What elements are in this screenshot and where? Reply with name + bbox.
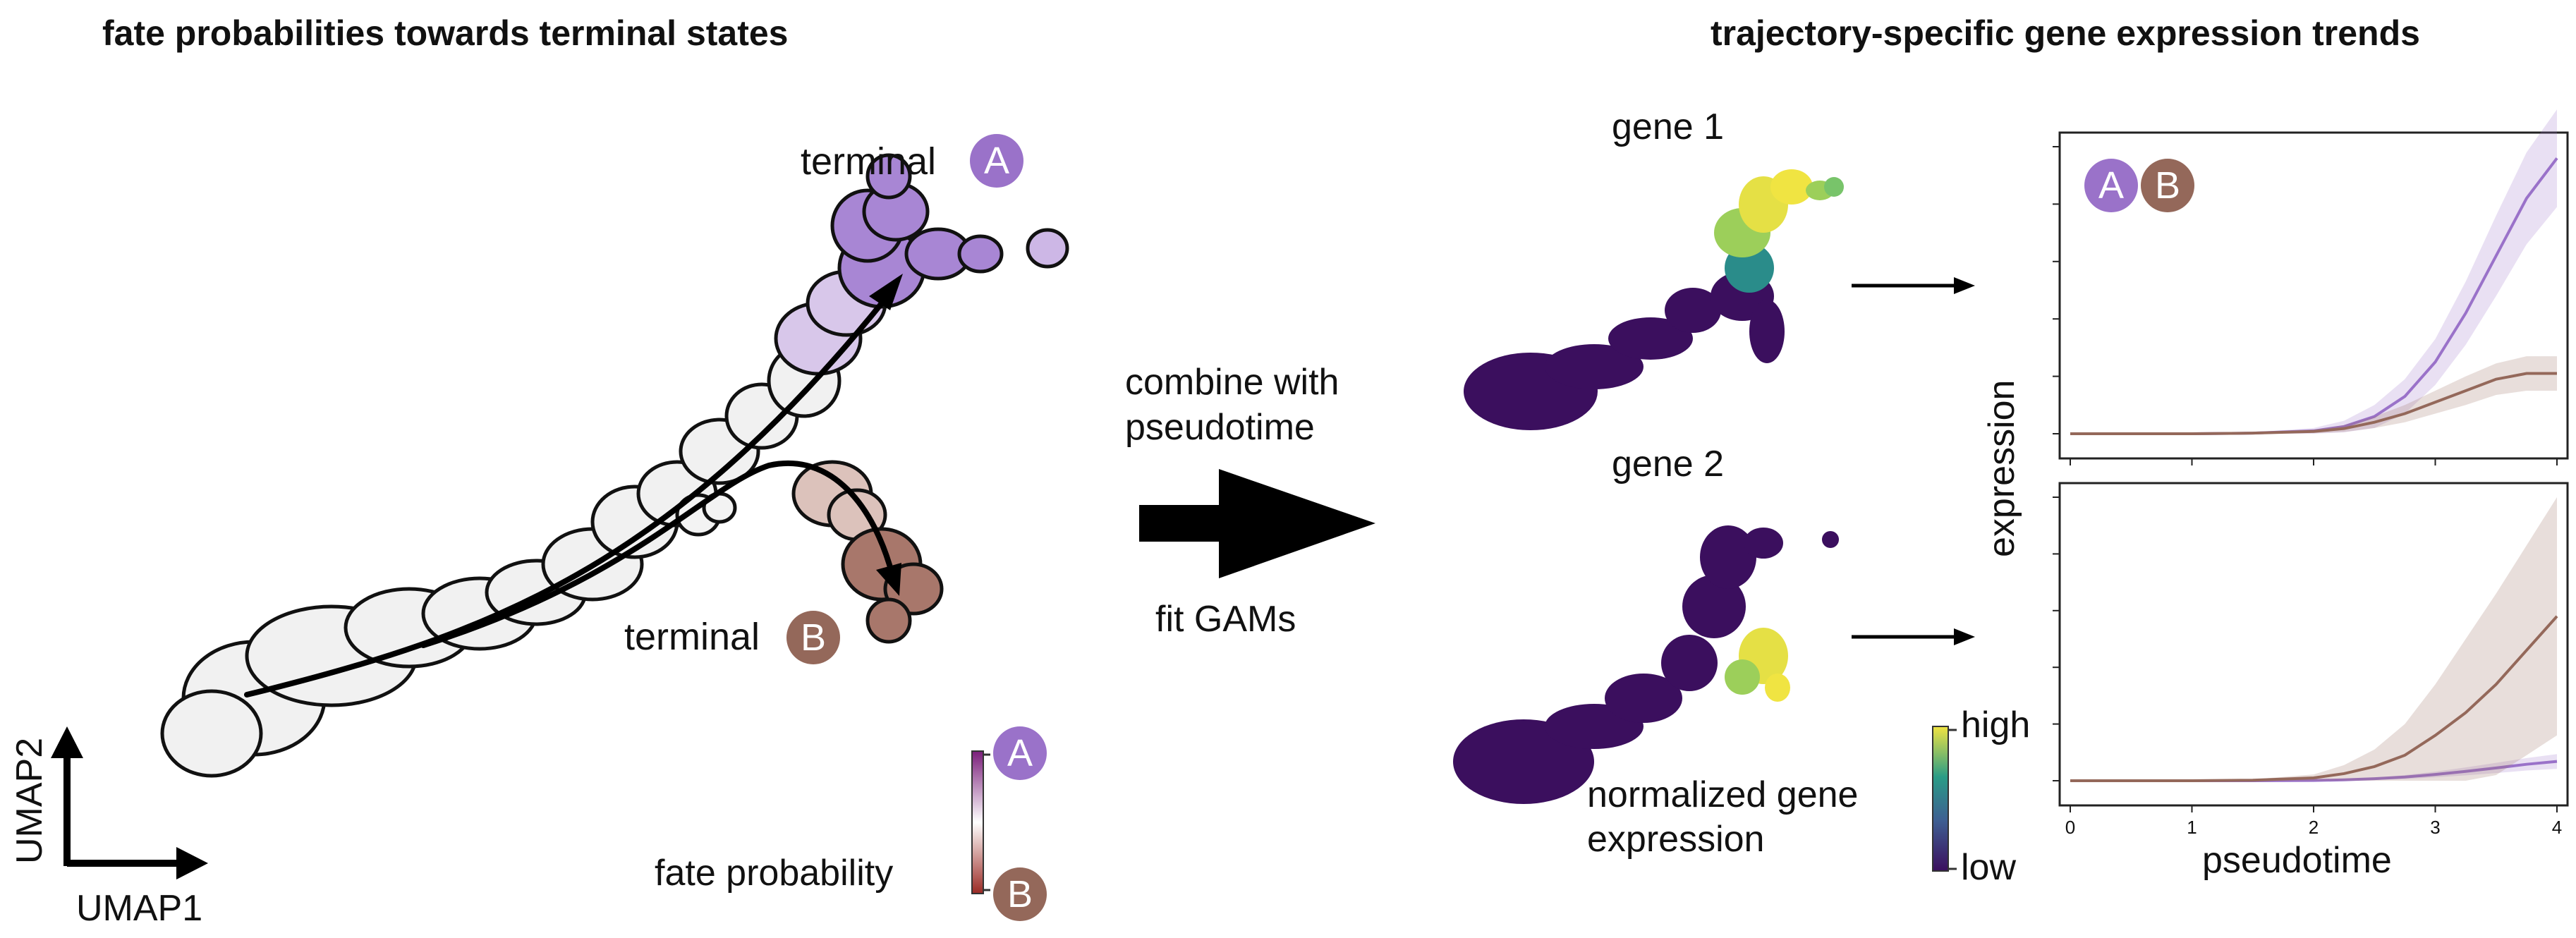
legend-b-badge: B xyxy=(2141,159,2194,212)
fate-probability-label: fate probability xyxy=(655,853,894,894)
trajectory-b-path xyxy=(420,460,895,648)
gene-colorbar xyxy=(1932,726,1949,872)
gene2-umap xyxy=(1453,525,1839,804)
confidence-band-B xyxy=(2070,356,2557,434)
trend-line-B xyxy=(2070,615,2558,782)
fit-gams-label: fit GAMs xyxy=(1155,599,1296,640)
umap-axes xyxy=(51,726,208,879)
trend-plot-bottom: 0 1 2 3 4 xyxy=(2053,482,2569,838)
trajectory-arrows xyxy=(244,300,895,698)
x-tick-label: 2 xyxy=(2309,817,2319,838)
confidence-band-A xyxy=(2070,109,2557,434)
terminal-a-label: terminal xyxy=(801,140,937,183)
gene2-label: gene 2 xyxy=(1612,444,1725,485)
trend-plot-top xyxy=(2053,109,2569,465)
umap-y-axis-arrowhead xyxy=(51,726,83,758)
trend-xlabel: pseudotime xyxy=(2202,840,2392,881)
terminal-a-badge: A xyxy=(970,134,1023,188)
colorbar-b-badge: B xyxy=(993,867,1047,921)
normalized-line1: normalized gene xyxy=(1587,774,1859,815)
x-tick-label: 4 xyxy=(2552,817,2562,838)
umap2-label: UMAP2 xyxy=(9,737,50,864)
trend-line-B xyxy=(2070,372,2557,435)
trajectory-a-arrowhead xyxy=(869,274,903,310)
trend-plots: 0 1 2 3 4 xyxy=(2053,109,2569,838)
x-tick-label: 1 xyxy=(2187,817,2197,838)
trend-ylabel: expression xyxy=(1981,379,2022,557)
fate-colorbar xyxy=(971,750,984,894)
colorbar-a-badge: A xyxy=(993,726,1047,780)
fate-cell-cloud xyxy=(160,153,1069,778)
umap-x-axis-arrowhead xyxy=(176,847,208,879)
trajectory-b-arrowhead xyxy=(876,563,901,596)
left-panel-title: fate probabilities towards terminal stat… xyxy=(102,13,789,53)
terminal-b-label: terminal xyxy=(624,616,760,658)
gene1-umap xyxy=(1464,169,1844,430)
umap1-label: UMAP1 xyxy=(76,888,203,929)
right-panel-title: trajectory-specific gene expression tren… xyxy=(1711,13,2420,53)
combine-line2: pseudotime xyxy=(1125,407,1315,448)
gene1-label: gene 1 xyxy=(1612,106,1725,147)
combine-line1: combine with xyxy=(1125,362,1339,403)
x-tick-label: 0 xyxy=(2065,817,2075,838)
colorbar-low-label: low xyxy=(1961,847,2017,888)
combine-arrow xyxy=(1139,469,1375,578)
legend-a-badge: A xyxy=(2084,159,2138,212)
confidence-band-B xyxy=(2070,497,2557,781)
x-tick-label: 3 xyxy=(2430,817,2440,838)
trajectory-a-path xyxy=(244,300,885,698)
terminal-b-badge: B xyxy=(786,611,840,664)
colorbar-high-label: high xyxy=(1961,705,2031,745)
normalized-line2: expression xyxy=(1587,819,1765,860)
gene-to-trend-arrows xyxy=(1852,277,1975,645)
